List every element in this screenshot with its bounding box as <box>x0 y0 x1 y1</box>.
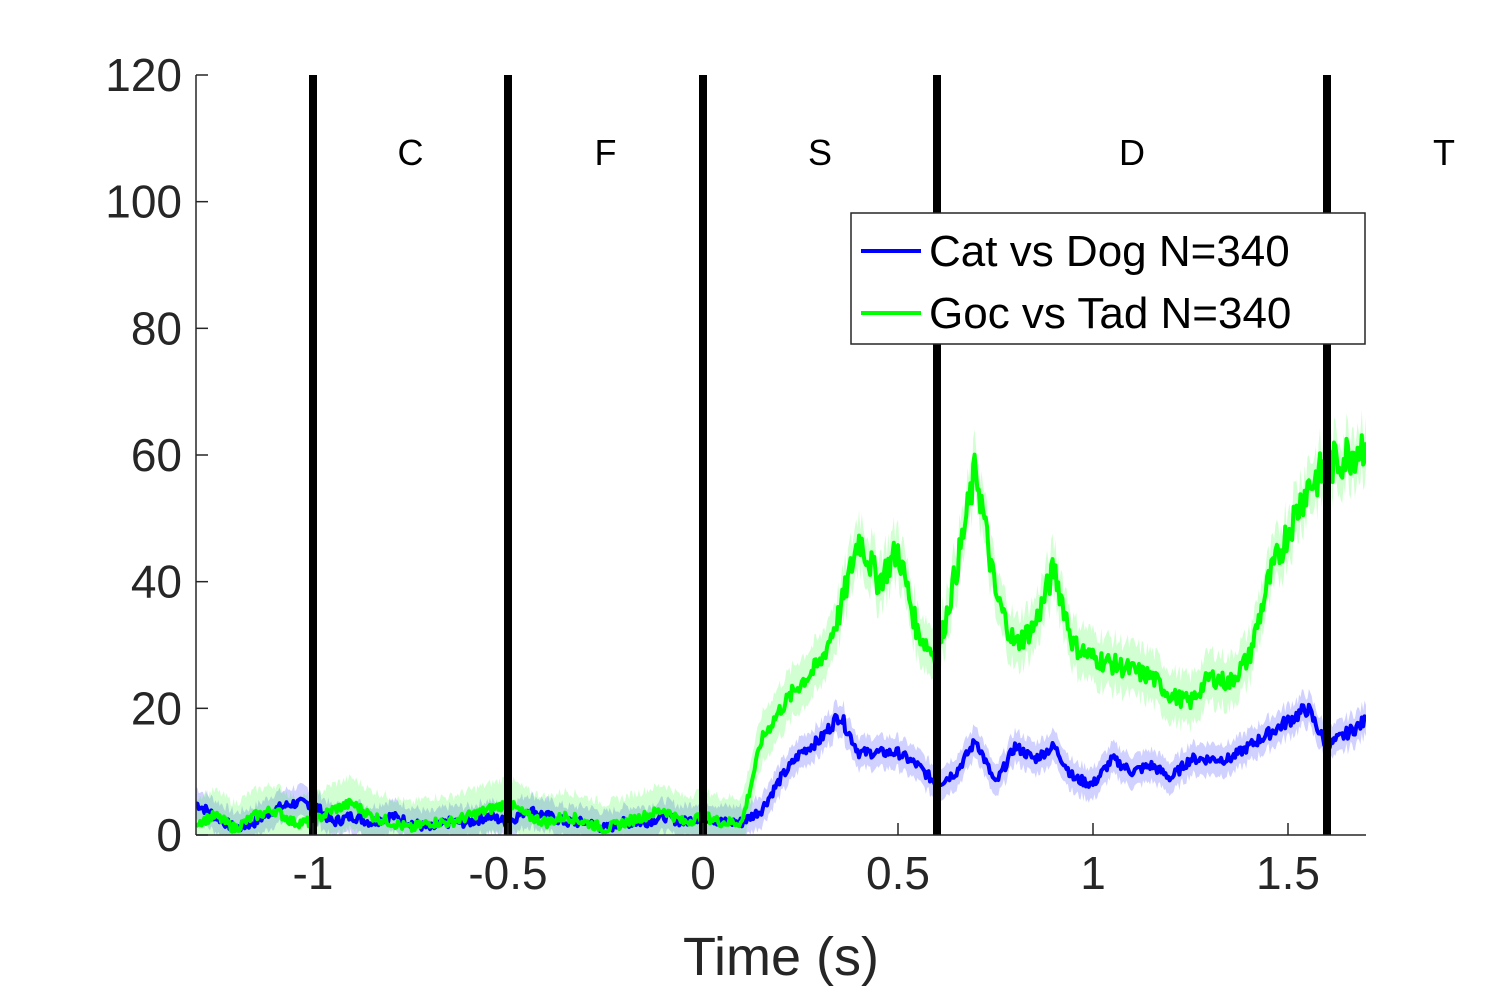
legend: Cat vs Dog N=340 Goc vs Tad N=340 <box>851 213 1365 344</box>
y-tick-label: 40 <box>131 556 182 608</box>
y-tick-label: 0 <box>156 809 182 861</box>
y-tick-label: 80 <box>131 302 182 354</box>
phase-label: F <box>595 132 617 173</box>
x-tick-label: 0.5 <box>866 847 930 899</box>
x-tick-label: -1 <box>293 847 334 899</box>
x-tick-label: 1.5 <box>1256 847 1320 899</box>
phase-label: C <box>398 132 424 173</box>
confidence-bands <box>196 410 1366 835</box>
phase-label: S <box>808 132 832 173</box>
x-axis-label: Time (s) <box>683 927 879 987</box>
phase-label: D <box>1119 132 1145 173</box>
x-tick-label: -0.5 <box>468 847 547 899</box>
legend-label: Cat vs Dog N=340 <box>929 227 1290 276</box>
y-tick-label: 20 <box>131 682 182 734</box>
y-tick-label: 60 <box>131 429 182 481</box>
x-tick-label: 0 <box>690 847 716 899</box>
y-tick-label: 100 <box>105 176 182 228</box>
event-lines <box>313 75 1327 835</box>
x-tick-label: 1 <box>1080 847 1106 899</box>
legend-label: Goc vs Tad N=340 <box>929 289 1291 338</box>
phase-label: T <box>1433 132 1455 173</box>
y-tick-label: 120 <box>105 49 182 101</box>
